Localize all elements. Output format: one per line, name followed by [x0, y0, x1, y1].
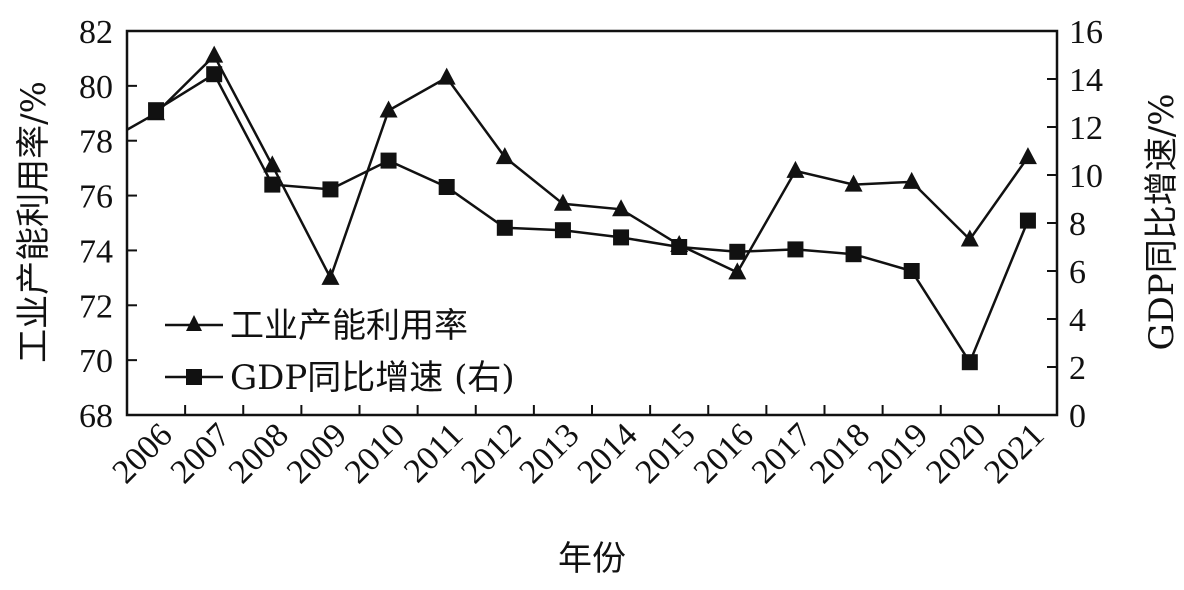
right-tick-label: 10: [1069, 158, 1103, 195]
gdp-point-marker: [264, 176, 281, 193]
left-tick-label: 76: [79, 179, 113, 216]
x-tick-label: 2009: [280, 416, 354, 490]
left-axis: 68 70 72 74 76 78 80 82: [79, 14, 137, 435]
x-tick-label: 2008: [222, 416, 296, 490]
left-tick-label: 68: [79, 398, 113, 435]
x-tick-label: 2014: [570, 416, 644, 490]
left-tick-label: 80: [79, 69, 113, 106]
right-axis: 0 2 4 6 8 10 12 14 16: [1047, 14, 1103, 435]
x-tick-label: 2010: [338, 416, 412, 490]
capacity-point-marker: [728, 262, 747, 280]
right-tick-label: 6: [1069, 254, 1086, 291]
x-tick-label: 2015: [629, 416, 703, 490]
x-tick-label: 2007: [164, 416, 238, 490]
capacity-point-marker: [437, 67, 456, 85]
gdp-point-marker: [961, 354, 978, 371]
gdp-point-marker: [903, 263, 920, 279]
capacity-point-marker: [205, 45, 224, 63]
capacity-point-marker: [960, 229, 979, 247]
gdp-point-marker: [554, 222, 571, 239]
gdp-point-marker: [496, 219, 513, 236]
gdp-point-marker: [148, 102, 165, 119]
capacity-point-marker: [902, 171, 921, 189]
left-axis-title: 工业产能利用率/%: [14, 81, 54, 363]
left-tick-label: 82: [79, 14, 113, 51]
right-tick-label: 8: [1069, 206, 1086, 243]
right-tick-label: 2: [1069, 350, 1086, 387]
capacity-point-marker: [379, 100, 398, 118]
capacity-point-marker: [321, 267, 340, 285]
gdp-point-marker: [380, 152, 397, 169]
x-axis: 2006200720082009201020112012201320142015…: [105, 405, 1058, 491]
gdp-point-marker: [729, 243, 746, 260]
series-layer: [126, 45, 1037, 371]
x-tick-label: 2018: [803, 416, 877, 490]
right-axis-title: GDP同比增速/%: [1142, 93, 1182, 350]
x-tick-label: 2017: [745, 416, 819, 490]
right-tick-label: 16: [1069, 14, 1103, 51]
legend-marker-square: [186, 369, 202, 385]
x-tick-label: 2006: [105, 416, 179, 490]
x-tick-label: 2016: [687, 416, 761, 490]
gdp-point-marker: [438, 179, 455, 195]
capacity-point-marker: [495, 147, 514, 165]
gdp-point-marker: [845, 246, 862, 263]
capacity-point-marker: [553, 193, 572, 211]
gdp-point-marker: [206, 66, 223, 83]
gdp-point-marker: [671, 239, 688, 255]
capacity-point-marker: [263, 155, 282, 173]
x-tick-label: 2012: [454, 416, 528, 490]
x-tick-label: 2013: [512, 416, 586, 490]
legend-label-capacity: 工业产能利用率: [230, 306, 468, 346]
left-tick-label: 70: [79, 343, 113, 380]
capacity-point-marker: [786, 160, 805, 178]
left-tick-label: 72: [79, 288, 113, 325]
legend-label-gdp: GDP同比增速 (右): [230, 358, 515, 398]
x-tick-label: 2019: [861, 416, 935, 490]
capacity-point-marker: [1018, 147, 1037, 165]
gdp-point-marker: [787, 241, 804, 258]
capacity-point-marker: [612, 199, 631, 217]
gdp-point-marker: [1019, 212, 1036, 229]
legend: 工业产能利用率 GDP同比增速 (右): [165, 306, 515, 398]
right-tick-label: 14: [1069, 62, 1103, 99]
capacity-point-marker: [844, 174, 863, 192]
right-tick-label: 4: [1069, 302, 1086, 339]
x-tick-label: 2021: [977, 416, 1051, 490]
x-tick-label: 2011: [397, 416, 470, 489]
right-tick-label: 12: [1069, 110, 1103, 147]
gdp-point-marker: [322, 181, 339, 198]
x-axis-title: 年份: [558, 539, 626, 579]
left-tick-label: 78: [79, 124, 113, 161]
gdp-point-marker: [613, 229, 630, 246]
series-line-1: [155, 72, 1030, 365]
x-tick-label: 2020: [919, 416, 993, 490]
legend-marker-triangle: [186, 315, 202, 331]
left-tick-label: 74: [79, 233, 113, 270]
right-tick-label: 0: [1069, 398, 1086, 435]
